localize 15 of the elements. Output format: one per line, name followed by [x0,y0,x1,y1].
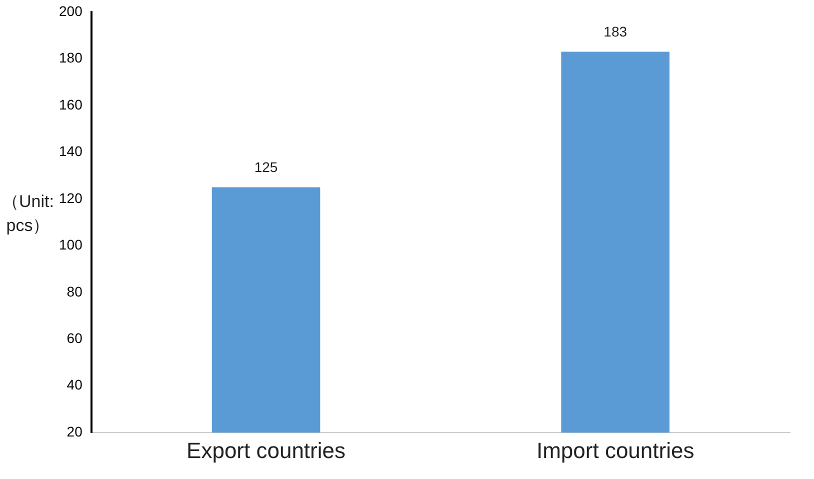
y-tick-label: 180 [59,50,83,66]
y-tick-label: 140 [59,143,83,160]
x-tick-label: Export countries [186,438,346,463]
y-tick-label: 160 [59,96,83,112]
y-tick-label: 60 [66,330,83,346]
y-tick-label: 120 [59,190,83,206]
data-label: 183 [604,24,628,40]
y-tick-label: 40 [66,376,83,393]
y-tick-label: 80 [66,283,83,300]
y-tick-label: 200 [59,2,83,19]
y-tick-label: 20 [66,423,83,440]
y-axis-title: （Unit: pcs） [1,191,55,237]
y-tick-label: 100 [59,236,83,253]
data-label: 125 [254,159,278,176]
x-tick-label: Import countries [536,438,694,463]
